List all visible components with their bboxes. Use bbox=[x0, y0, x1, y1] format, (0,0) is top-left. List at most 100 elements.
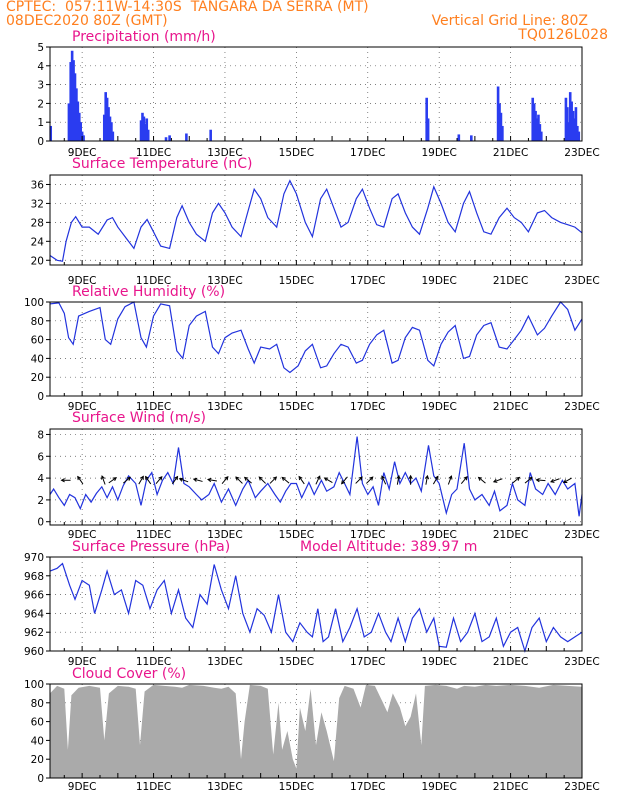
x-tick-label: 9DEC bbox=[68, 275, 97, 287]
precip-bar bbox=[69, 62, 73, 141]
y-tick-label: 60 bbox=[31, 717, 44, 729]
precip-bar bbox=[108, 116, 112, 141]
wind-arrow bbox=[550, 478, 560, 483]
y-tick-label: 966 bbox=[24, 590, 44, 602]
wind-arrow bbox=[178, 477, 189, 483]
plot-area bbox=[50, 557, 582, 651]
plot-frame bbox=[49, 683, 583, 779]
x-tick-label: 11DEC bbox=[136, 781, 171, 793]
wind-arrow bbox=[396, 474, 401, 485]
x-tick-label: 23DEC bbox=[564, 147, 599, 159]
wind-arrow bbox=[145, 475, 152, 485]
x-tick-label: 21DEC bbox=[493, 275, 528, 287]
panel-title-rh: Relative Humidity (%) bbox=[72, 284, 225, 300]
panel-rh bbox=[46, 301, 583, 397]
y-tick-label: 3 bbox=[37, 80, 44, 92]
precip-bar bbox=[564, 97, 568, 141]
wind-arrow bbox=[432, 475, 439, 485]
precip-bar bbox=[571, 110, 575, 141]
precip-bar bbox=[142, 116, 146, 141]
y-tick-label: 960 bbox=[24, 646, 44, 658]
precip-bar bbox=[567, 122, 571, 141]
x-tick-label: 13DEC bbox=[207, 529, 242, 541]
panel-precip bbox=[46, 46, 583, 142]
y-tick-label: 968 bbox=[24, 571, 44, 583]
wind-arrow bbox=[460, 476, 468, 485]
precip-bar bbox=[49, 125, 53, 141]
x-tick-label: 15DEC bbox=[279, 401, 314, 413]
wind-arrow bbox=[381, 475, 387, 485]
x-tick-label: 9DEC bbox=[68, 147, 97, 159]
header-datetime: 08DEC2020 80Z (GMT) bbox=[6, 13, 168, 29]
rh-line bbox=[49, 301, 583, 374]
precip-bar bbox=[107, 107, 110, 141]
y-tick-label: 8 bbox=[37, 429, 44, 441]
y-tick-label: 1 bbox=[37, 117, 44, 129]
panel-wind bbox=[46, 428, 583, 526]
precip-bar bbox=[146, 129, 150, 141]
precip-bar bbox=[470, 135, 473, 141]
precip-bar bbox=[568, 92, 572, 141]
wind-arrow bbox=[562, 477, 572, 484]
precip-bar bbox=[539, 131, 543, 141]
wind-arrow bbox=[235, 476, 243, 484]
precip-bar bbox=[70, 50, 74, 142]
x-tick-label: 11DEC bbox=[136, 656, 171, 668]
y-tick-label: 962 bbox=[24, 627, 44, 639]
y-tick-label: 0 bbox=[37, 136, 44, 148]
x-tick-label: 19DEC bbox=[421, 529, 456, 541]
x-tick-label: 13DEC bbox=[207, 656, 242, 668]
x-tick-label: 23DEC bbox=[564, 781, 599, 793]
panel-title-precip: Precipitation (mm/h) bbox=[72, 29, 216, 45]
x-tick-label: 17DEC bbox=[350, 529, 385, 541]
panel-cloud bbox=[46, 683, 583, 779]
y-tick-label: 0 bbox=[37, 773, 44, 785]
wind-arrow bbox=[281, 476, 290, 484]
plot-area bbox=[50, 47, 582, 141]
wind-arrow bbox=[315, 475, 321, 485]
precip-bar bbox=[79, 122, 83, 141]
wind-arrow bbox=[512, 476, 521, 484]
wind-line bbox=[49, 436, 583, 517]
precip-bar bbox=[531, 97, 535, 141]
precip-bar bbox=[566, 107, 569, 141]
y-tick-label: 5 bbox=[37, 42, 44, 54]
y-tick-label: 40 bbox=[31, 353, 44, 365]
wind-arrow bbox=[108, 477, 118, 484]
y-tick-label: 100 bbox=[24, 679, 44, 691]
wind-arrow bbox=[366, 476, 374, 484]
precip-bar bbox=[535, 118, 539, 141]
cloud-area bbox=[50, 684, 582, 778]
wind-arrow bbox=[171, 475, 179, 485]
precip-bar bbox=[73, 73, 77, 141]
precip-bar bbox=[501, 125, 504, 141]
x-tick-label: 17DEC bbox=[350, 656, 385, 668]
x-tick-label: 9DEC bbox=[68, 781, 97, 793]
precip-bar bbox=[532, 103, 536, 141]
y-tick-label: 36 bbox=[31, 179, 45, 191]
plot-frame bbox=[49, 556, 583, 652]
header-model-id: TQ0126L028 bbox=[518, 27, 608, 43]
plot-area bbox=[50, 302, 582, 396]
precip-bar bbox=[425, 97, 428, 141]
precip-bar bbox=[77, 112, 81, 141]
wind-arrow bbox=[60, 478, 71, 483]
x-tick-label: 23DEC bbox=[564, 401, 599, 413]
precip-bar bbox=[72, 60, 75, 141]
x-tick-label: 13DEC bbox=[207, 401, 242, 413]
precip-bar bbox=[145, 118, 149, 141]
model-altitude-label: Model Altitude: 389.97 m bbox=[300, 539, 477, 555]
precip-bar bbox=[111, 131, 115, 141]
x-tick-label: 21DEC bbox=[493, 147, 528, 159]
wind-arrow bbox=[477, 476, 486, 484]
x-tick-label: 13DEC bbox=[207, 275, 242, 287]
wind-arrow bbox=[341, 476, 348, 485]
y-tick-label: 0 bbox=[37, 391, 44, 403]
precip-bar bbox=[538, 124, 542, 141]
precip-bar bbox=[499, 112, 503, 141]
wind-arrow bbox=[492, 478, 503, 483]
pressure-line bbox=[49, 562, 583, 654]
x-tick-label: 13DEC bbox=[207, 147, 242, 159]
x-tick-label: 17DEC bbox=[350, 275, 385, 287]
x-tick-label: 17DEC bbox=[350, 147, 385, 159]
